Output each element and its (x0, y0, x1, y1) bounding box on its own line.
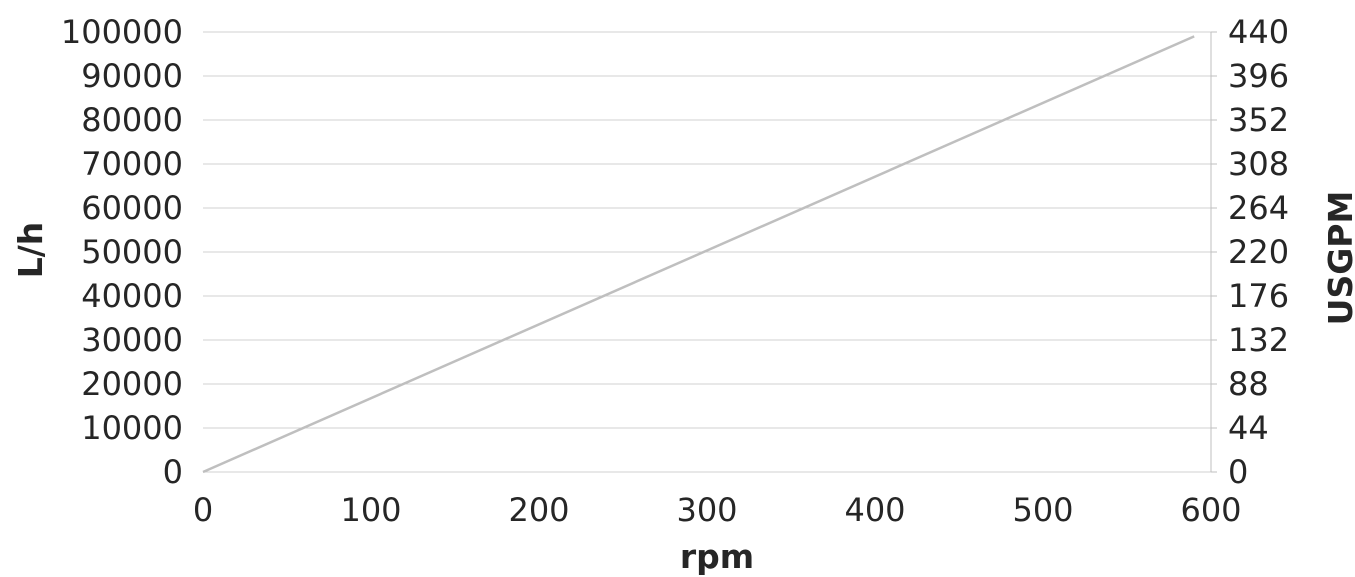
x-tick-label: 400 (844, 491, 905, 529)
axes (1211, 32, 1217, 472)
series-layer (203, 36, 1194, 472)
x-tick-label: 500 (1012, 491, 1073, 529)
y2-tick-label: 176 (1228, 277, 1289, 315)
y-tick-label: 30000 (81, 321, 183, 359)
y2-tick-label: 0 (1228, 453, 1248, 491)
x-tick-label: 200 (508, 491, 569, 529)
tick-labels: 0100002000030000400005000060000700008000… (61, 13, 1289, 529)
y-tick-label: 20000 (81, 365, 183, 403)
series-line (203, 36, 1194, 472)
y-axis-title: L/h (11, 222, 50, 279)
x-axis-title: rpm (680, 537, 754, 576)
y-tick-label: 80000 (81, 101, 183, 139)
y2-tick-label: 264 (1228, 189, 1289, 227)
x-tick-label: 300 (676, 491, 737, 529)
y-tick-label: 90000 (81, 57, 183, 95)
x-tick-label: 100 (340, 491, 401, 529)
x-tick-label: 0 (193, 491, 213, 529)
y-tick-label: 70000 (81, 145, 183, 183)
y-tick-label: 100000 (61, 13, 183, 51)
y2-tick-label: 44 (1228, 409, 1269, 447)
x-tick-label: 600 (1180, 491, 1241, 529)
y-tick-label: 40000 (81, 277, 183, 315)
y-tick-label: 50000 (81, 233, 183, 271)
y2-axis-title: USGPM (1321, 191, 1355, 326)
y2-tick-label: 396 (1228, 57, 1289, 95)
y-tick-label: 10000 (81, 409, 183, 447)
y-tick-label: 0 (163, 453, 183, 491)
y-tick-label: 60000 (81, 189, 183, 227)
y2-tick-label: 220 (1228, 233, 1289, 271)
y2-tick-label: 132 (1228, 321, 1289, 359)
y2-tick-label: 88 (1228, 365, 1269, 403)
y2-tick-label: 308 (1228, 145, 1289, 183)
y2-tick-label: 440 (1228, 13, 1289, 51)
y2-tick-label: 352 (1228, 101, 1289, 139)
